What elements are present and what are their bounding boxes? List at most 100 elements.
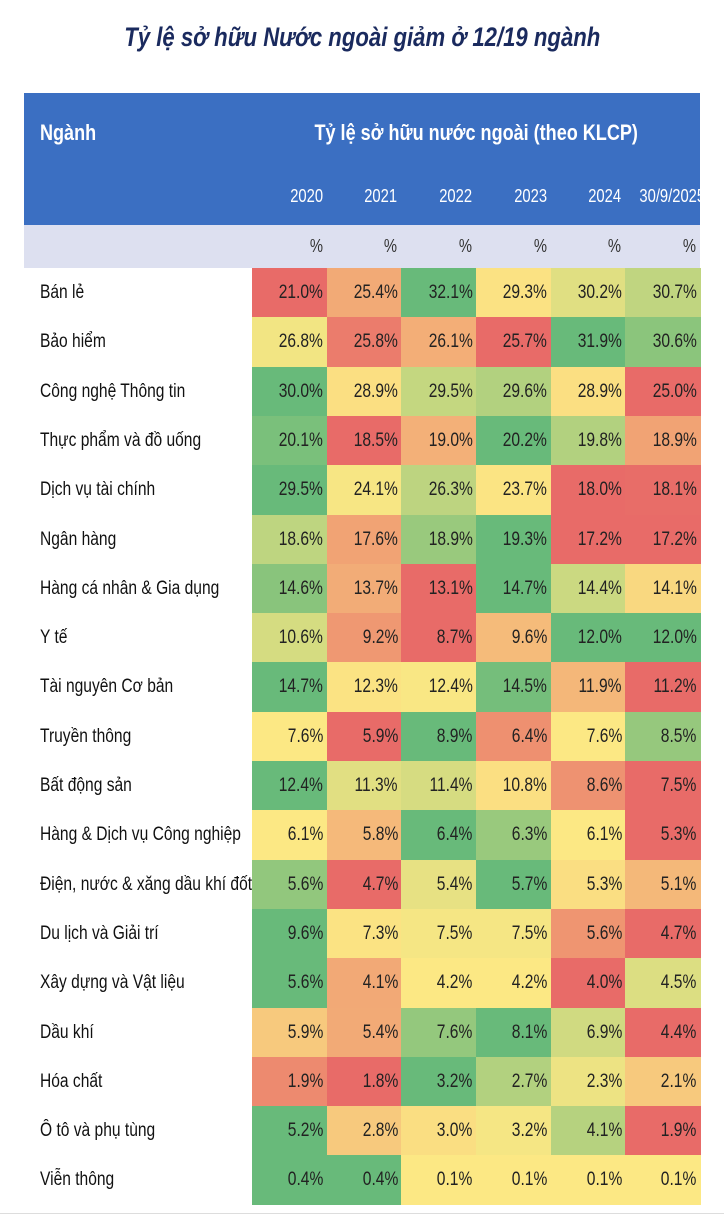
cell-text: 28.9%	[577, 380, 622, 402]
value-cell: 0.1%	[625, 1155, 701, 1206]
value-cell: 5.6%	[252, 958, 328, 1008]
value-cell: 5.6%	[252, 859, 328, 910]
value-cell: 14.7%	[252, 662, 328, 713]
unit-header: %	[625, 236, 696, 257]
cell-text: Ô tô và phụ tùng	[40, 1120, 156, 1142]
cell-text: 5.1%	[660, 873, 697, 895]
cell-text: 4.2%	[511, 972, 548, 994]
cell-text: 0.1%	[511, 1169, 548, 1191]
value-cell: 14.4%	[550, 563, 626, 614]
title-box: Tỷ lệ sở hữu Nước ngoài giảm ở 12/19 ngà…	[0, 22, 724, 53]
cell-text: 26.1%	[428, 331, 473, 353]
value-cell: 25.0%	[625, 366, 701, 417]
value-cell: 9.6%	[252, 908, 328, 959]
cell-text: 30.0%	[278, 380, 324, 402]
cell-text: 13.7%	[353, 577, 398, 599]
cell-text: 2021	[364, 186, 398, 206]
value-cell: 5.6%	[550, 908, 626, 959]
value-cell: 4.1%	[550, 1106, 626, 1156]
value-cell: 0.4%	[326, 1155, 402, 1206]
cell-text: 6.3%	[511, 824, 548, 846]
cell-text: 17.6%	[353, 528, 398, 550]
cell-text: 30/9/2025	[639, 186, 706, 206]
cell-text: 2.8%	[362, 1120, 398, 1142]
cell-text: Du lịch và Giải trí	[40, 922, 159, 944]
value-cell: 26.8%	[252, 317, 328, 368]
cell-text: Hóa chất	[40, 1070, 103, 1092]
cell-text: 8.9%	[436, 725, 473, 747]
value-cell: 30.2%	[550, 268, 626, 318]
cell-text: 14.4%	[577, 577, 622, 599]
cell-text: 26.8%	[278, 331, 324, 353]
cell-text: Công nghệ Thông tin	[40, 380, 186, 402]
cell-text: 5.3%	[660, 824, 697, 846]
cell-text: Điện, nước & xăng dầu khí đốt	[40, 873, 253, 895]
cell-text: 29.6%	[502, 380, 548, 402]
sector-cell: Tài nguyên Cơ bản	[40, 662, 260, 711]
value-cell: 18.0%	[550, 465, 626, 515]
cell-text: 7.6%	[586, 725, 622, 747]
cell-text: 4.0%	[586, 972, 622, 994]
cell-text: 14.7%	[502, 577, 548, 599]
group-header-text: Tỷ lệ sở hữu nước ngoài (theo KLCP)	[314, 120, 638, 145]
value-cell: 12.3%	[326, 662, 402, 713]
cell-text: 6.1%	[586, 824, 622, 846]
value-cell: 6.1%	[252, 810, 328, 861]
cell-text: Xây dựng và Vật liệu	[40, 972, 185, 994]
value-cell: 7.6%	[401, 1007, 477, 1058]
sector-cell: Dầu khí	[40, 1008, 260, 1057]
title: Tỷ lệ sở hữu Nước ngoài giảm ở 12/19 ngà…	[123, 22, 601, 52]
sector-cell: Viễn thông	[40, 1155, 260, 1204]
cell-text: 20.1%	[278, 429, 324, 451]
cell-text: 32.1%	[428, 282, 473, 303]
cell-text: 5.6%	[586, 922, 622, 944]
sector-cell: Hàng cá nhân & Gia dụng	[40, 564, 260, 613]
cell-text: 7.5%	[660, 775, 697, 796]
value-cell: 32.1%	[401, 268, 477, 318]
value-cell: 7.6%	[550, 711, 626, 762]
cell-text: 30.6%	[652, 331, 697, 353]
sector-cell: Công nghệ Thông tin	[40, 367, 260, 416]
value-cell: 6.3%	[476, 810, 552, 861]
cell-text: 18.5%	[353, 429, 398, 451]
cell-text: 3.2%	[436, 1070, 473, 1092]
value-cell: 7.5%	[401, 908, 477, 959]
value-cell: 2.8%	[326, 1106, 402, 1156]
value-cell: 4.1%	[326, 958, 402, 1008]
value-cell: 4.5%	[625, 958, 701, 1008]
value-cell: 7.5%	[625, 761, 701, 811]
sector-header-text: Ngành	[40, 120, 97, 145]
cell-text: 25.8%	[353, 331, 398, 353]
unit-header: %	[252, 236, 323, 257]
value-cell: 5.2%	[252, 1106, 328, 1156]
value-cell: 3.0%	[401, 1106, 477, 1156]
value-cell: 0.1%	[476, 1155, 552, 1206]
cell-text: 18.9%	[428, 528, 473, 550]
value-cell: 5.3%	[625, 810, 701, 861]
value-cell: 4.4%	[625, 1007, 701, 1058]
cell-text: 6.9%	[586, 1021, 622, 1043]
cell-text: 10.8%	[502, 775, 548, 796]
sector-cell: Bất động sản	[40, 761, 260, 810]
value-cell: 18.9%	[625, 415, 701, 466]
year-header: 2024	[551, 186, 621, 207]
value-cell: 5.7%	[476, 859, 552, 910]
sector-header: Ngành	[40, 120, 108, 146]
cell-text: 4.2%	[436, 972, 473, 994]
value-cell: 14.1%	[625, 563, 701, 614]
value-cell: 8.5%	[625, 711, 701, 762]
cell-text: Truyền thông	[40, 725, 132, 747]
cell-text: 4.5%	[660, 972, 697, 994]
cell-text: 30.2%	[577, 282, 622, 303]
value-cell: 4.7%	[326, 859, 402, 910]
value-cell: 18.6%	[252, 514, 328, 565]
cell-text: 6.4%	[436, 824, 473, 846]
value-cell: 20.1%	[252, 415, 328, 466]
unit-band	[24, 225, 700, 268]
cell-text: 0.1%	[660, 1169, 697, 1191]
cell-text: 19.8%	[577, 429, 622, 451]
value-cell: 5.3%	[550, 859, 626, 910]
cell-text: 11.3%	[354, 775, 398, 796]
value-cell: 14.7%	[476, 563, 552, 614]
cell-text: 2.3%	[586, 1070, 622, 1092]
